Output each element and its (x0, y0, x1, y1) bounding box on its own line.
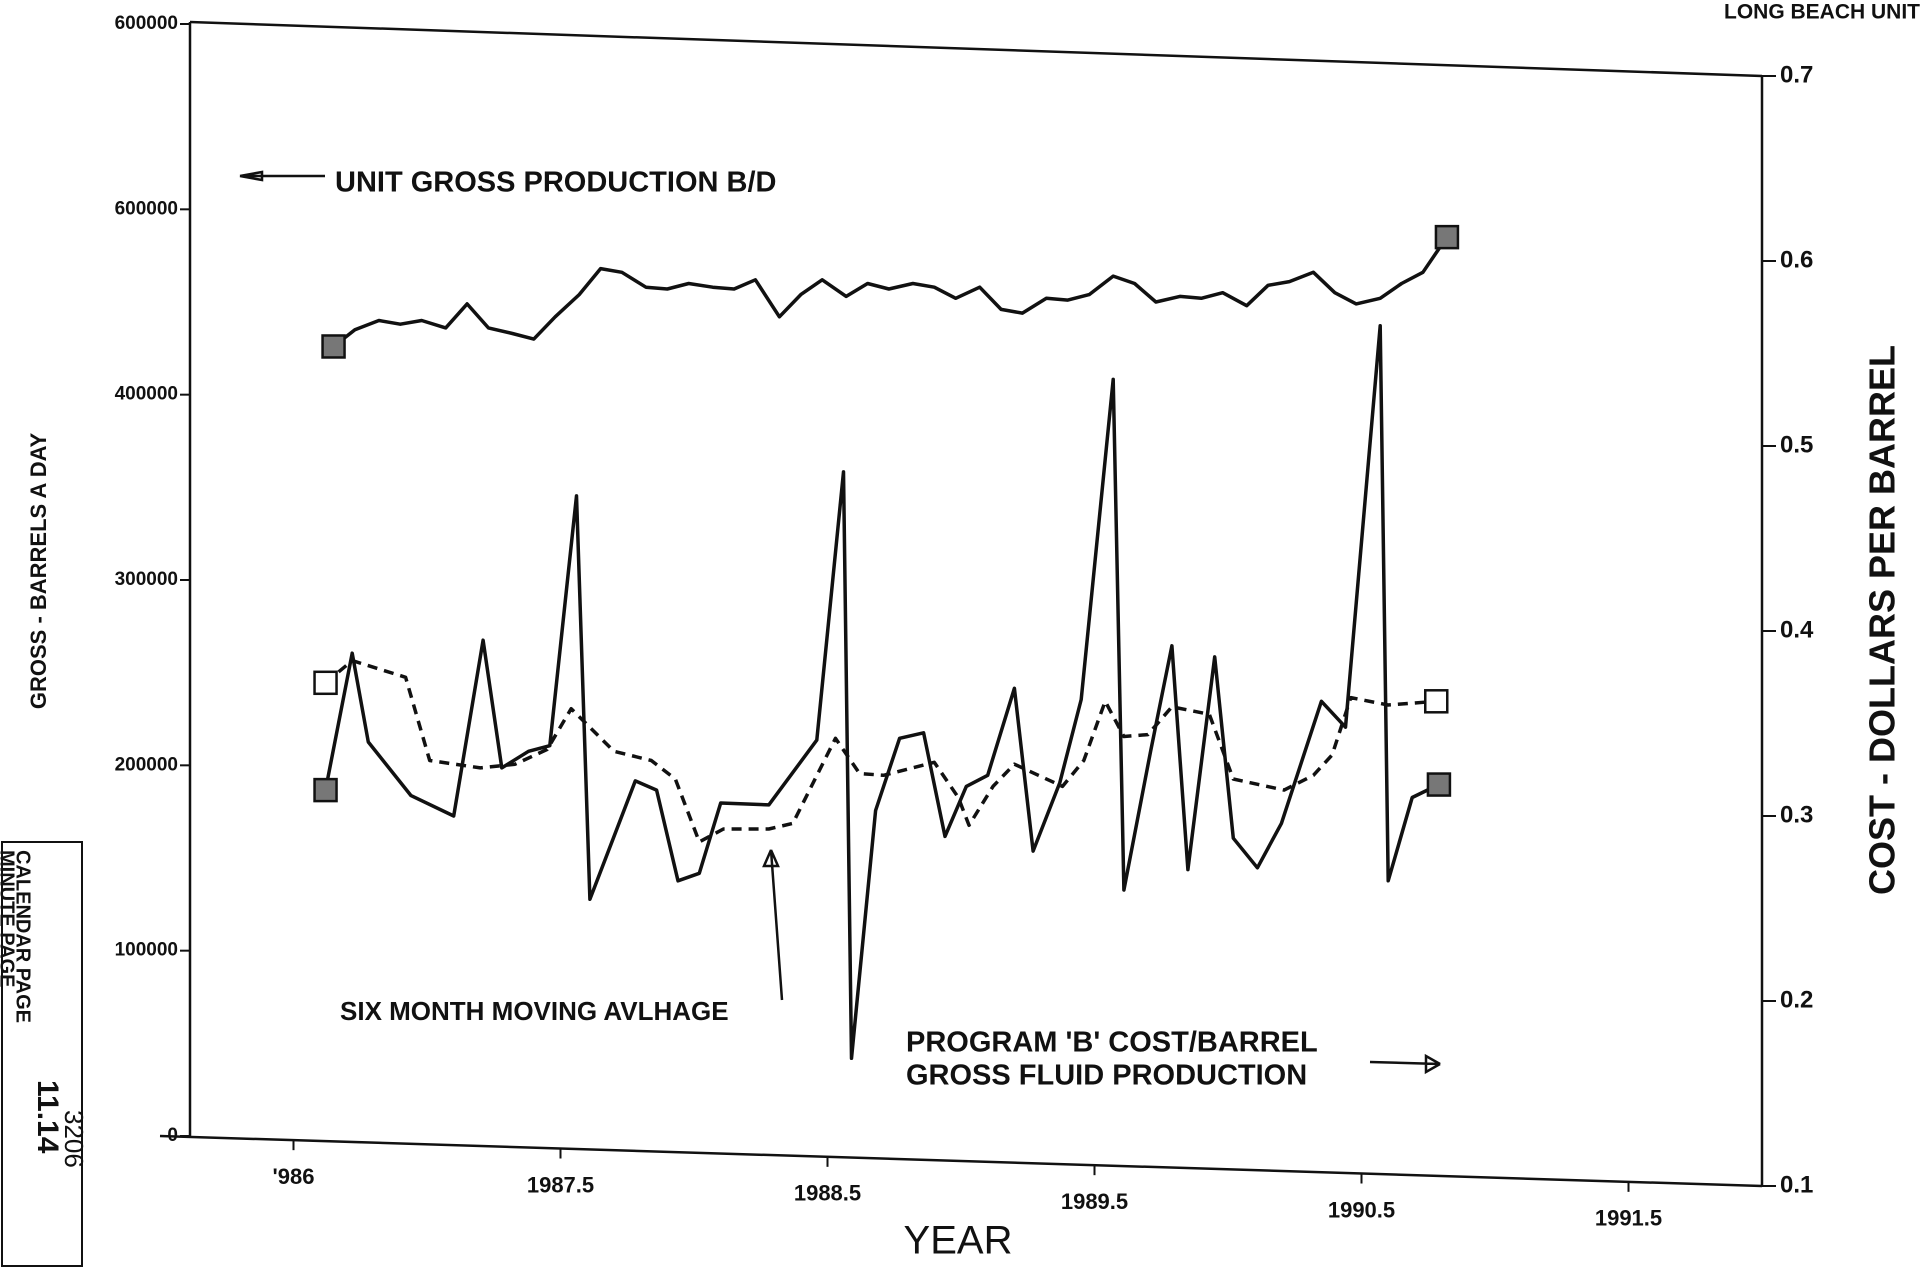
y-tick-label: 0 (167, 1125, 178, 1146)
end-marker (313, 777, 338, 803)
x-axis-label: YEAR (904, 1219, 1013, 1263)
y-tick-label: 300000 (115, 569, 178, 590)
y-axis-label: GROSS - BARRELS A DAY (26, 433, 51, 710)
x-tick-label: 1991.5 (1595, 1206, 1662, 1231)
stamp-box (1, 841, 83, 1267)
x-tick-label: '986 (273, 1164, 315, 1189)
arrow-moving-average (762, 849, 784, 1001)
annotation: PROGRAM 'B' COST/BARREL (906, 1027, 1318, 1059)
bottom-axis (159, 1134, 1763, 1188)
y2-axis-label: COST - DOLLARS PER BARREL (1862, 345, 1903, 895)
x-tick-label: 1988.5 (794, 1181, 861, 1206)
stamp: CALENDAR PAGE MINUTE PAGE 11.14 3206 (0, 841, 89, 1267)
x-tick-label: 1987.5 (527, 1172, 594, 1197)
series-line (324, 658, 1437, 844)
y2-tick-label: 0.7 (1780, 61, 1813, 88)
end-marker (1424, 689, 1449, 714)
y2-tick-label: 0.4 (1780, 616, 1814, 643)
y-tick-label: 200000 (115, 754, 178, 775)
end-marker (1426, 772, 1452, 797)
y-tick-label: 400000 (115, 384, 178, 405)
annotation: UNIT GROSS PRODUCTION B/D (335, 167, 776, 199)
annotation: GROSS FLUID PRODUCTION (906, 1060, 1307, 1092)
annotation: SIX MONTH MOVING AVLHAGE (340, 996, 729, 1026)
y-tick-label: 100000 (115, 940, 178, 961)
y2-tick-label: 0.1 (1780, 1171, 1813, 1198)
end-marker (321, 334, 346, 359)
series-line (332, 236, 1449, 348)
y-tick-label: 600000 (115, 198, 178, 219)
stamp-text: MINUTE PAGE (0, 850, 18, 987)
end-marker (313, 670, 338, 696)
y2-tick-label: 0.2 (1780, 986, 1813, 1013)
arrow-production (239, 170, 325, 182)
x-tick-label: 1990.5 (1328, 1197, 1395, 1222)
series-line (323, 324, 1440, 1061)
arrow-cost (1369, 1053, 1441, 1075)
y2-tick-label: 0.5 (1780, 431, 1813, 458)
x-tick-label: 1989.5 (1061, 1189, 1128, 1214)
y2-tick-label: 0.6 (1780, 246, 1813, 273)
y2-tick-label: 0.3 (1780, 801, 1813, 828)
end-marker (1434, 224, 1460, 250)
top-frame (189, 20, 1763, 78)
chart-title: LONG BEACH UNIT (1724, 1, 1920, 24)
stamp-text: 11.14 (31, 1080, 64, 1154)
stamp-text: CALENDAR PAGE (12, 850, 34, 1023)
y-tick-label: 600000 (115, 13, 178, 34)
stamp-text: 3206 (59, 1110, 89, 1168)
